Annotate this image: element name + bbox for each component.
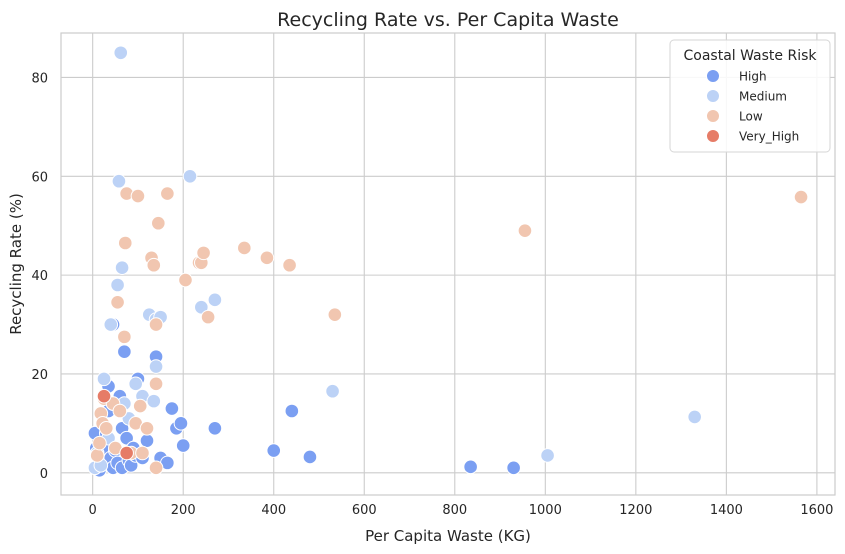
- legend-item: Very_High: [706, 129, 799, 144]
- data-point: [160, 186, 175, 201]
- data-point: [112, 403, 128, 419]
- legend-marker: [706, 129, 720, 143]
- x-tick-label: 0: [89, 503, 97, 518]
- data-point: [148, 460, 164, 476]
- data-point: [89, 448, 105, 463]
- legend-label: Medium: [739, 90, 787, 104]
- y-axis-label: Recycling Rate (%): [7, 193, 25, 335]
- data-point: [196, 245, 211, 261]
- y-tick-label: 40: [31, 269, 48, 284]
- data-point: [148, 376, 164, 392]
- data-point: [130, 188, 146, 204]
- legend-marker: [706, 109, 720, 123]
- x-tick-labels: 0 200 400 600 800 1000 1200 1400 1600: [89, 503, 834, 518]
- data-point: [687, 409, 702, 425]
- legend-item: High: [706, 69, 767, 84]
- series-very-high: [96, 388, 134, 461]
- data-points: [87, 45, 809, 478]
- chart-title: Recycling Rate vs. Per Capita Waste: [277, 9, 619, 31]
- data-point: [92, 435, 107, 451]
- y-tick-label: 80: [31, 71, 48, 86]
- data-point: [96, 371, 112, 387]
- legend-label: High: [739, 70, 767, 84]
- data-point: [540, 448, 555, 463]
- data-point: [178, 272, 193, 288]
- data-point: [117, 329, 132, 345]
- x-tick-label: 1600: [800, 503, 833, 518]
- data-point: [517, 223, 533, 238]
- data-point: [207, 420, 223, 436]
- data-point: [200, 309, 216, 325]
- data-point: [111, 173, 127, 189]
- data-point: [463, 459, 478, 475]
- x-tick-label: 800: [442, 503, 467, 518]
- data-point: [266, 443, 282, 458]
- data-point: [98, 420, 114, 436]
- y-tick-label: 60: [31, 170, 48, 185]
- data-point: [259, 250, 275, 266]
- legend-label: Low: [739, 110, 763, 124]
- data-point: [128, 376, 143, 392]
- data-point: [151, 215, 166, 231]
- data-point: [117, 344, 132, 360]
- data-point: [103, 317, 119, 332]
- data-point: [327, 307, 343, 322]
- data-point: [284, 403, 300, 419]
- x-tick-label: 1000: [529, 503, 562, 518]
- y-tick-label: 20: [31, 368, 48, 383]
- data-point: [139, 420, 155, 436]
- data-point: [146, 393, 162, 409]
- data-point: [302, 449, 318, 465]
- plot-frame: [60, 32, 836, 496]
- x-axis-label: Per Capita Waste (KG): [365, 527, 531, 545]
- data-point: [139, 433, 155, 448]
- data-point: [237, 240, 252, 256]
- data-point: [146, 257, 162, 273]
- data-point: [113, 45, 129, 61]
- data-point: [110, 294, 125, 310]
- data-point: [325, 383, 340, 399]
- legend-marker: [706, 89, 720, 103]
- data-point: [119, 445, 134, 461]
- x-tick-label: 200: [171, 503, 196, 518]
- data-point: [117, 235, 133, 251]
- legend-marker: [706, 69, 720, 83]
- data-point: [132, 398, 148, 414]
- x-tick-label: 600: [352, 503, 377, 518]
- legend-title: Coastal Waste Risk: [683, 48, 817, 64]
- data-point: [175, 438, 191, 453]
- data-point: [135, 445, 150, 461]
- data-point: [148, 359, 164, 374]
- y-tick-labels: 0 20 40 60 80: [31, 71, 48, 481]
- legend-box: [669, 39, 831, 153]
- legend: Coastal Waste Risk High Medium Low Very_Hig…: [669, 39, 831, 153]
- data-point: [164, 401, 180, 416]
- legend-label: Very_High: [739, 130, 799, 144]
- data-point: [194, 299, 209, 315]
- x-tick-label: 400: [261, 503, 286, 518]
- y-tick-label: 0: [40, 467, 48, 482]
- x-tick-label: 1400: [710, 503, 743, 518]
- legend-item: Low: [706, 109, 763, 124]
- data-point: [207, 292, 223, 308]
- data-point: [96, 388, 112, 404]
- legend-items: High Medium Low Very_High: [706, 69, 799, 144]
- data-point: [282, 257, 297, 273]
- data-point: [148, 317, 164, 332]
- data-point: [110, 277, 125, 293]
- legend-item: Medium: [706, 89, 787, 104]
- data-point: [793, 189, 809, 205]
- x-tick-label: 1200: [619, 503, 652, 518]
- data-point: [119, 430, 134, 446]
- data-point: [173, 416, 189, 431]
- data-point: [114, 260, 130, 276]
- data-point: [506, 460, 521, 476]
- data-point: [182, 168, 198, 184]
- series-low: [89, 186, 809, 476]
